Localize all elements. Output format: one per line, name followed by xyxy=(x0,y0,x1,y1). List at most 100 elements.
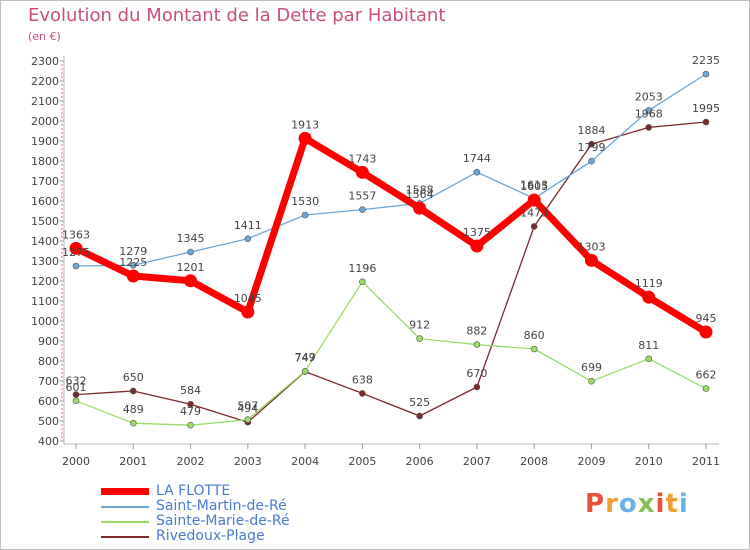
y-tick-label: 400 xyxy=(38,435,59,448)
y-minor-tick xyxy=(61,216,63,218)
y-minor-tick xyxy=(61,424,63,426)
data-label-1: 1345 xyxy=(177,232,205,245)
data-point-0 xyxy=(413,201,427,215)
data-point-3 xyxy=(416,412,423,420)
y-minor-tick xyxy=(61,112,63,114)
y-tick-label: 1500 xyxy=(31,215,59,228)
data-label-1: 1275 xyxy=(62,246,90,259)
data-label-2: 601 xyxy=(66,381,87,394)
y-minor-tick xyxy=(61,304,63,306)
data-label-1: 1279 xyxy=(119,245,147,258)
legend-swatch xyxy=(101,488,149,495)
data-label-2: 489 xyxy=(123,403,144,416)
data-label-0: 1201 xyxy=(177,261,205,274)
data-label-0: 1564 xyxy=(406,188,434,201)
data-point-2 xyxy=(244,416,252,423)
x-tick-label: 2006 xyxy=(406,455,434,468)
series-line-0 xyxy=(72,134,710,336)
y-minor-tick xyxy=(61,332,63,334)
y-tick-label: 800 xyxy=(38,355,59,368)
data-label-0: 1225 xyxy=(119,256,147,269)
data-point-0 xyxy=(355,165,369,179)
x-tick-label: 2007 xyxy=(463,455,491,468)
data-point-3 xyxy=(530,223,538,230)
data-point-0 xyxy=(642,290,656,304)
y-minor-tick xyxy=(61,336,63,338)
data-point-1 xyxy=(129,261,137,269)
legend-label: LA FLOTTE xyxy=(156,483,231,499)
y-minor-tick xyxy=(61,344,63,346)
y-minor-tick xyxy=(61,404,63,406)
y-tick-label: 700 xyxy=(38,375,59,388)
data-point-1 xyxy=(244,235,252,243)
data-point-1 xyxy=(187,248,194,256)
data-label-3: 1884 xyxy=(577,124,605,137)
chart-subtitle: (en €) xyxy=(28,30,61,43)
y-minor-tick xyxy=(61,208,63,210)
y-minor-tick xyxy=(61,188,63,190)
data-label-1: 1744 xyxy=(463,152,491,165)
data-point-2 xyxy=(187,421,194,429)
data-label-0: 1119 xyxy=(635,277,663,290)
brand-letter: i xyxy=(655,489,666,519)
y-minor-tick xyxy=(61,224,63,226)
data-point-1 xyxy=(645,107,653,114)
data-point-2 xyxy=(645,355,653,363)
brand-letter: t xyxy=(665,489,679,519)
y-tick-label: 1800 xyxy=(31,155,59,168)
y-minor-tick xyxy=(61,88,63,90)
data-label-2: 662 xyxy=(696,369,717,382)
y-tick-label: 900 xyxy=(38,335,59,348)
y-minor-tick xyxy=(61,388,63,390)
y-minor-tick xyxy=(61,128,63,130)
data-label-3: 494 xyxy=(237,402,258,415)
x-tick-label: 2001 xyxy=(119,455,147,468)
y-minor-tick xyxy=(61,368,63,370)
data-label-3: 1995 xyxy=(692,102,720,115)
brand-letter: r xyxy=(605,489,619,519)
data-label-1: 1411 xyxy=(234,219,262,232)
data-point-3 xyxy=(187,400,194,408)
y-minor-tick xyxy=(61,152,63,154)
y-minor-tick xyxy=(61,324,63,326)
data-point-0 xyxy=(241,305,255,319)
data-point-1 xyxy=(473,168,481,176)
x-tick-label: 2005 xyxy=(348,455,376,468)
data-point-0 xyxy=(69,241,83,255)
y-minor-tick xyxy=(61,104,63,106)
y-minor-tick xyxy=(61,204,63,206)
data-label-3: 584 xyxy=(180,384,201,397)
y-tick-label: 1300 xyxy=(31,255,59,268)
data-point-3 xyxy=(702,118,710,126)
y-minor-tick xyxy=(61,244,63,246)
data-point-2 xyxy=(129,419,137,427)
y-minor-tick xyxy=(61,352,63,354)
legend-label: Rivedoux-Plage xyxy=(156,528,265,544)
data-point-1 xyxy=(359,206,366,213)
data-point-1 xyxy=(702,70,710,78)
y-tick-label: 600 xyxy=(38,395,59,408)
y-minor-tick xyxy=(61,84,63,86)
legend-label: Sainte-Marie-de-Ré xyxy=(156,513,290,529)
data-label-0: 1375 xyxy=(463,226,491,239)
y-minor-tick xyxy=(61,432,63,434)
data-point-2 xyxy=(72,397,80,405)
y-minor-tick xyxy=(61,412,63,414)
y-minor-tick xyxy=(61,116,63,118)
brand-letter: x xyxy=(637,489,656,519)
data-label-0: 1303 xyxy=(577,240,605,253)
y-minor-tick xyxy=(61,248,63,250)
y-minor-tick xyxy=(61,284,63,286)
data-point-0 xyxy=(470,239,484,253)
data-label-2: 507 xyxy=(237,400,258,413)
data-point-2 xyxy=(416,335,423,342)
legend-swatch xyxy=(101,536,149,538)
x-tick-label: 2004 xyxy=(291,455,319,468)
y-minor-tick xyxy=(61,392,63,394)
y-minor-tick xyxy=(61,164,63,166)
y-tick-label: 1600 xyxy=(31,195,59,208)
data-label-1: 1613 xyxy=(520,178,548,191)
data-label-3: 638 xyxy=(352,373,373,386)
x-tick-label: 2000 xyxy=(62,455,90,468)
